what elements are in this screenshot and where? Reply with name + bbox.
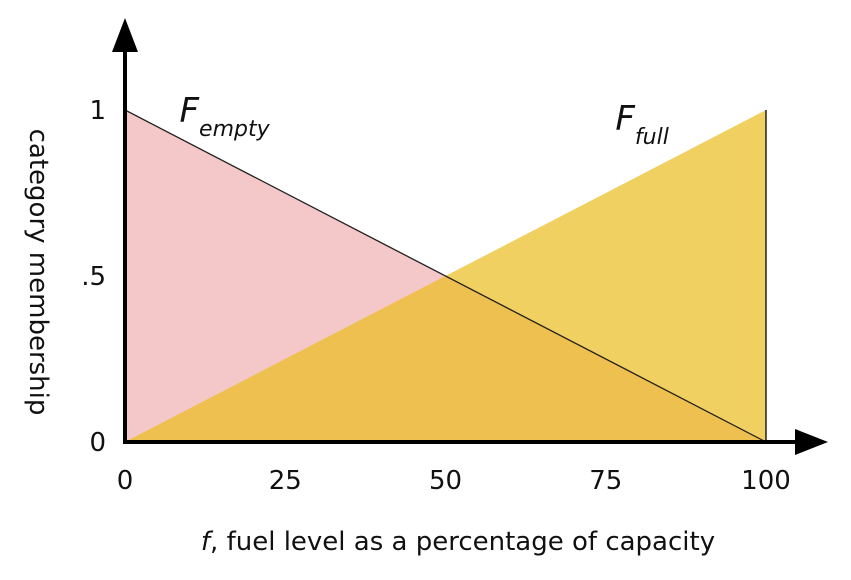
series-areas (124, 109, 767, 443)
series-line-empty (124, 109, 767, 443)
x-tick-label: 25 (269, 466, 302, 496)
x-tick-label: 75 (589, 466, 622, 496)
x-axis-label: f, fuel level as a percentage of capacit… (201, 527, 715, 557)
y-tick-label: .5 (81, 262, 106, 292)
y-tick-label: 0 (89, 428, 106, 458)
series-label-full: Ffull (615, 99, 668, 150)
x-tick-label: 50 (429, 466, 462, 496)
x-tick-label: 100 (741, 466, 791, 496)
y-tick-label: 1 (89, 96, 106, 126)
x-axis-arrow (795, 429, 828, 455)
series-label-empty: Fempty (179, 91, 270, 142)
y-axis-label: category membership (23, 129, 53, 416)
axes (112, 18, 828, 455)
overlap-area (125, 276, 766, 442)
x-tick-label: 0 (117, 466, 134, 496)
y-axis-arrow (112, 18, 138, 52)
tick-labels: 0 25 50 75 100 0 .5 1 (81, 96, 791, 496)
